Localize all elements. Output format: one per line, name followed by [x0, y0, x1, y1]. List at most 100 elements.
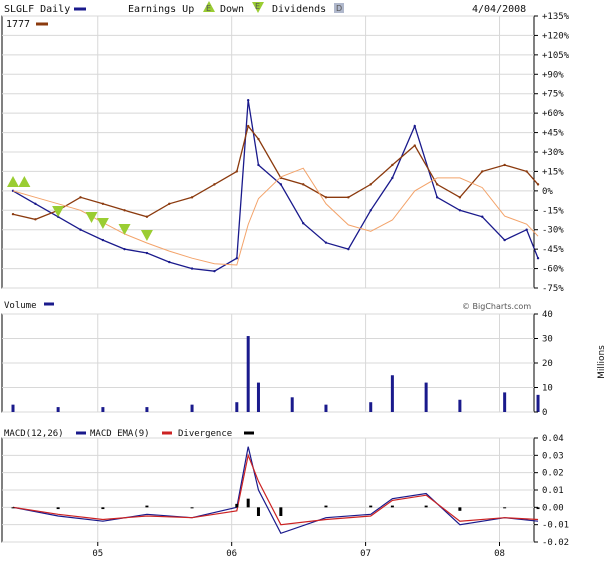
y-tick-label: +45% [542, 129, 564, 139]
data-point-slglf [79, 228, 82, 231]
volume-bar [235, 402, 239, 412]
y-tick-label: -45% [542, 245, 564, 255]
volume-bar [246, 336, 250, 412]
dividend-legend-glyph: D [336, 4, 342, 13]
data-point-slglf [435, 196, 439, 199]
data-point-1777 [525, 170, 528, 173]
compare-label: 1777 [6, 19, 30, 30]
earnings-up-marker [18, 176, 31, 187]
divergence-bar [11, 507, 15, 509]
volume-bar [536, 394, 540, 412]
data-point-slglf [391, 176, 394, 180]
volume-bar [190, 404, 194, 412]
data-point-1777 [435, 183, 439, 186]
y-tick-label: +30% [542, 148, 564, 158]
y-tick-label: 30 [542, 335, 553, 345]
data-point-1777 [536, 183, 540, 186]
data-point-1777 [235, 170, 239, 173]
symbol-label: SLGLF Daily [4, 4, 70, 15]
earnings-up-label: Earnings Up [128, 4, 194, 15]
moving-average-line [12, 167, 539, 266]
data-point-1777 [324, 196, 328, 199]
data-point-1777 [246, 124, 250, 128]
macd-legend-label: MACD(12,26) [4, 429, 64, 439]
x-tick-label: 06 [226, 549, 237, 559]
y-tick-label: +15% [542, 167, 564, 177]
y-tick-label: 0% [542, 187, 553, 197]
ema-legend-label: MACD EMA(9) [90, 429, 150, 439]
data-point-1777 [101, 202, 105, 206]
divergence-bar [390, 505, 394, 508]
data-point-1777 [369, 183, 372, 186]
earnings-up-legend-icon: E [203, 1, 215, 13]
earnings-down-marker [140, 230, 153, 241]
data-point-slglf [503, 238, 506, 242]
divergence-bar [101, 507, 105, 510]
y-tick-label: -0.01 [542, 521, 569, 531]
data-point-slglf [302, 222, 305, 225]
divergence-bar [56, 507, 60, 510]
divergence-bar [235, 503, 239, 508]
divergence-bar [369, 505, 373, 508]
y-tick-label: 0.03 [542, 451, 564, 461]
volume-layer [11, 336, 540, 412]
divergence-bar [246, 498, 250, 508]
y-tick-label: -30% [542, 226, 564, 236]
data-point-slglf [257, 163, 260, 167]
divergence-bar [324, 505, 328, 508]
earnings-down-marker [52, 206, 65, 217]
y-tick-label: +90% [542, 70, 564, 80]
y-tick-label: -75% [542, 284, 564, 294]
ema-line [12, 453, 539, 526]
grid-layer [2, 15, 534, 543]
data-point-slglf [145, 251, 149, 255]
divergence-bar [145, 505, 149, 508]
divergence-bar [424, 505, 428, 508]
data-point-1777 [79, 196, 82, 199]
data-point-slglf [246, 98, 250, 102]
data-point-slglf [369, 209, 372, 212]
y-tick-label: -60% [542, 265, 564, 275]
data-point-1777 [34, 218, 37, 221]
y-tick-label: 20 [542, 359, 553, 369]
earnings-up-marker [7, 176, 20, 187]
data-point-1777 [481, 170, 484, 173]
volume-bar [390, 375, 394, 412]
x-tick-label: 08 [494, 549, 505, 559]
volume-bar [256, 382, 260, 412]
data-point-slglf [525, 228, 528, 231]
divergence-bar [279, 507, 283, 516]
dividend-legend-icon: D [334, 3, 344, 13]
volume-bar [424, 382, 428, 412]
y-tick-label: +135% [542, 12, 570, 22]
divergence-bar [536, 507, 540, 510]
data-point-slglf [536, 257, 540, 260]
data-point-slglf [213, 269, 216, 273]
volume-bar [324, 404, 328, 412]
data-point-slglf [101, 238, 105, 242]
earnings-up-legend-glyph: E [206, 4, 211, 13]
data-point-slglf [123, 247, 126, 251]
data-point-slglf [347, 247, 350, 251]
y-tick-label: +75% [542, 90, 564, 100]
data-point-slglf [413, 124, 416, 128]
data-point-slglf [458, 209, 462, 212]
price-layer [7, 98, 540, 273]
divergence-bar [503, 507, 507, 509]
axis-layer: +135% +120% +105% +90% +75% +60% +45% +30% +15% 0… [92, 12, 569, 559]
earnings-down-marker [96, 218, 109, 229]
y-tick-label: -15% [542, 206, 564, 216]
series-line-1777 [12, 124, 539, 221]
y-tick-label: +105% [542, 51, 570, 61]
volume-unit-label: Millions [597, 345, 607, 379]
data-point-slglf [279, 183, 283, 186]
data-point-1777 [213, 183, 216, 186]
volume-bar [56, 407, 60, 412]
series-line-slglf [12, 100, 539, 272]
y-tick-label: 0.04 [542, 434, 564, 444]
volume-title: Volume [4, 301, 37, 311]
data-point-1777 [413, 144, 416, 147]
data-point-slglf [190, 267, 194, 270]
y-tick-label: 0.01 [542, 486, 564, 496]
